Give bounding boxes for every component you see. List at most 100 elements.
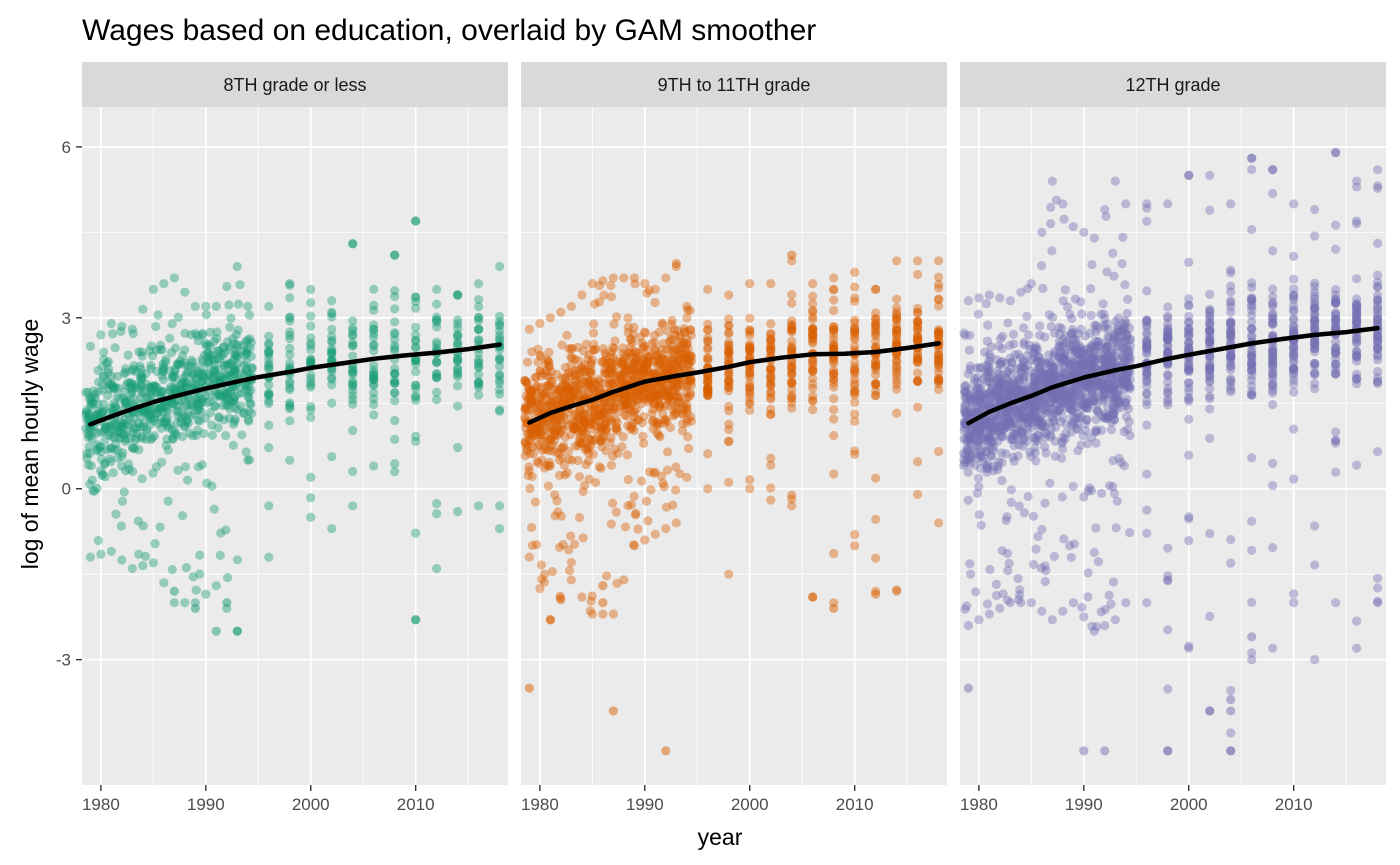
data-point bbox=[545, 461, 555, 471]
data-point bbox=[182, 378, 192, 388]
data-point bbox=[231, 330, 241, 340]
data-point bbox=[1268, 458, 1278, 468]
data-point bbox=[181, 417, 192, 427]
data-point bbox=[850, 378, 860, 388]
data-point bbox=[563, 446, 574, 456]
data-point bbox=[348, 363, 358, 373]
data-point bbox=[201, 391, 211, 401]
data-point bbox=[103, 390, 113, 401]
data-point bbox=[597, 357, 607, 367]
data-point bbox=[120, 414, 130, 425]
data-point bbox=[203, 357, 214, 367]
data-point bbox=[140, 406, 150, 416]
data-point bbox=[170, 364, 180, 375]
data-point bbox=[579, 416, 589, 427]
data-point bbox=[650, 529, 660, 539]
data-point bbox=[616, 374, 626, 384]
data-point bbox=[81, 405, 92, 416]
data-point bbox=[474, 324, 484, 334]
data-point bbox=[264, 301, 274, 312]
data-point bbox=[530, 385, 541, 396]
data-point bbox=[145, 419, 155, 430]
data-point bbox=[619, 360, 629, 370]
data-point bbox=[591, 387, 601, 397]
data-point bbox=[83, 460, 93, 470]
data-point bbox=[995, 603, 1005, 613]
data-point bbox=[207, 420, 217, 430]
data-point bbox=[537, 445, 547, 456]
data-point bbox=[527, 396, 538, 406]
data-point bbox=[1205, 170, 1215, 180]
data-point bbox=[411, 380, 421, 391]
data-point bbox=[156, 403, 167, 414]
data-point bbox=[88, 486, 98, 496]
data-point bbox=[243, 301, 253, 312]
data-point bbox=[146, 341, 157, 351]
data-point bbox=[1226, 685, 1236, 696]
data-point bbox=[539, 463, 549, 473]
data-point bbox=[829, 394, 839, 404]
data-point bbox=[210, 392, 220, 403]
data-point bbox=[109, 384, 119, 394]
data-point bbox=[110, 401, 120, 411]
data-point bbox=[787, 298, 797, 308]
data-point bbox=[1163, 302, 1173, 312]
data-point bbox=[963, 296, 973, 306]
data-point bbox=[1037, 606, 1047, 616]
data-point bbox=[594, 411, 604, 421]
data-point bbox=[545, 313, 555, 323]
data-point bbox=[432, 358, 442, 368]
data-point bbox=[149, 431, 160, 441]
data-point bbox=[161, 440, 171, 450]
data-point bbox=[530, 401, 541, 411]
data-point bbox=[589, 406, 599, 416]
data-point bbox=[1373, 238, 1383, 249]
data-point bbox=[146, 360, 156, 370]
data-point bbox=[1142, 376, 1152, 387]
data-point bbox=[579, 420, 589, 430]
data-point bbox=[589, 339, 599, 349]
data-point bbox=[390, 368, 400, 379]
data-point bbox=[210, 401, 220, 411]
data-point bbox=[221, 386, 231, 396]
data-point bbox=[232, 341, 242, 351]
data-point bbox=[602, 408, 612, 418]
data-point bbox=[94, 377, 104, 387]
data-point bbox=[198, 372, 209, 382]
data-point bbox=[548, 425, 559, 436]
data-point bbox=[264, 391, 274, 401]
data-point bbox=[211, 301, 221, 312]
data-point bbox=[141, 434, 151, 444]
data-point bbox=[1096, 488, 1107, 498]
data-point bbox=[562, 467, 572, 478]
data-point bbox=[119, 369, 129, 379]
y-axis-label: log of mean hourly wage bbox=[17, 319, 43, 570]
data-point bbox=[348, 368, 358, 378]
data-point bbox=[453, 401, 463, 411]
data-point bbox=[1041, 565, 1051, 576]
data-point bbox=[92, 428, 102, 438]
data-point bbox=[214, 412, 224, 422]
data-point bbox=[264, 348, 274, 358]
data-point bbox=[539, 569, 550, 579]
data-point bbox=[551, 426, 561, 436]
data-point bbox=[1068, 598, 1078, 608]
data-point bbox=[583, 375, 593, 385]
data-point bbox=[526, 436, 536, 446]
data-point bbox=[538, 418, 549, 429]
data-point bbox=[223, 360, 233, 370]
data-point bbox=[1352, 369, 1362, 379]
data-point bbox=[141, 427, 152, 437]
data-point bbox=[207, 372, 217, 382]
data-point bbox=[1268, 481, 1278, 491]
data-point bbox=[621, 394, 631, 404]
data-point bbox=[1247, 655, 1257, 665]
data-point bbox=[228, 440, 239, 450]
data-point bbox=[171, 385, 181, 395]
data-point bbox=[619, 353, 629, 363]
outlier-point bbox=[232, 626, 242, 636]
data-point bbox=[495, 385, 505, 395]
data-point bbox=[629, 541, 639, 551]
data-point bbox=[241, 447, 251, 457]
data-point bbox=[229, 338, 239, 349]
